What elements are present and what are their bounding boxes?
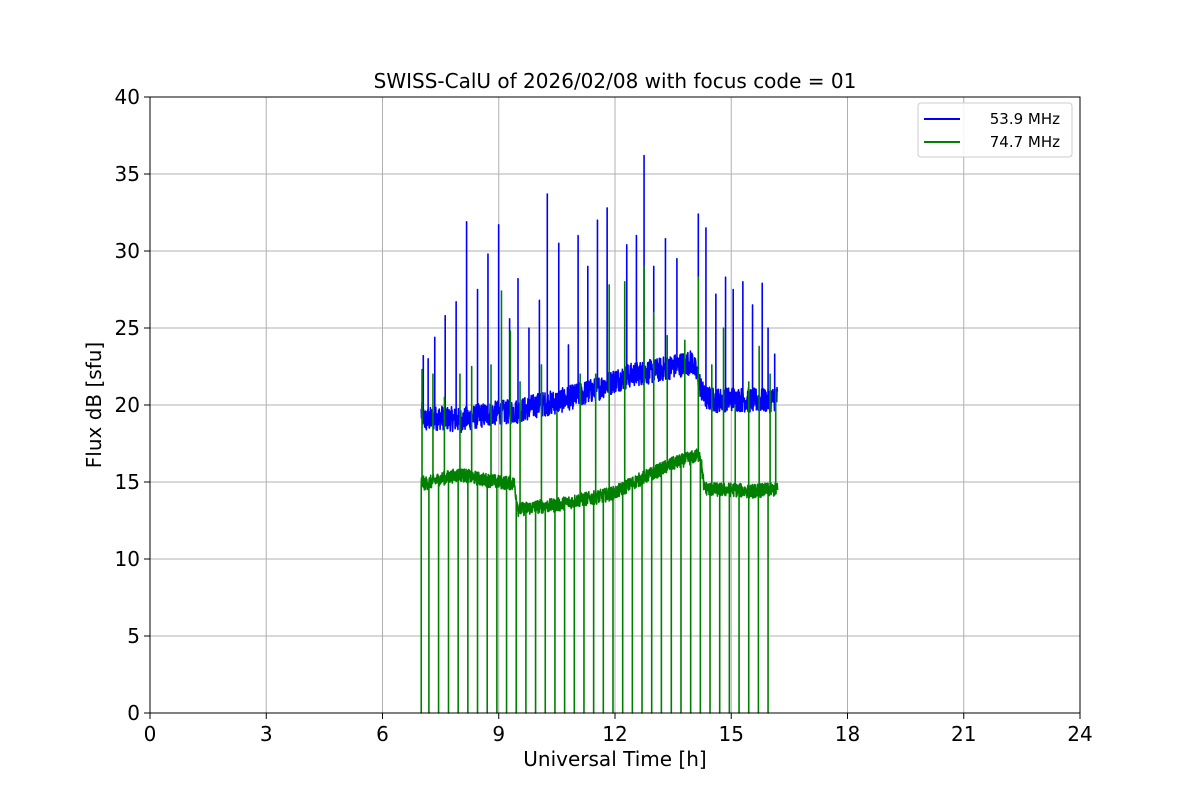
y-tick-label: 35 — [115, 162, 140, 186]
y-tick-label: 20 — [115, 393, 140, 417]
y-tick-label: 10 — [115, 547, 140, 571]
series-line-2 — [420, 265, 779, 714]
x-tick-label: 24 — [1067, 722, 1092, 746]
x-tick-label: 18 — [835, 722, 860, 746]
y-tick-label: 15 — [115, 470, 140, 494]
x-axis: 0 3 6 9 12 15 18 21 24 — [144, 713, 1093, 746]
x-axis-label: Universal Time [h] — [523, 747, 706, 771]
plot-area — [420, 154, 779, 714]
y-tick-label: 40 — [115, 85, 140, 109]
x-tick-label: 3 — [260, 722, 273, 746]
x-tick-label: 9 — [492, 722, 505, 746]
y-tick-label: 30 — [115, 239, 140, 263]
x-tick-label: 15 — [719, 722, 744, 746]
chart-title: SWISS-CalU of 2026/02/08 with focus code… — [374, 69, 857, 93]
x-tick-label: 0 — [144, 722, 157, 746]
series-line-1 — [420, 154, 779, 434]
legend-label-2: 74.7 MHz — [990, 133, 1060, 151]
y-axis-label: Flux dB [sfu] — [82, 342, 106, 468]
y-tick-label: 5 — [127, 624, 140, 648]
x-tick-label: 12 — [602, 722, 627, 746]
x-tick-label: 6 — [376, 722, 389, 746]
y-tick-label: 0 — [127, 701, 140, 725]
y-axis: 0 5 10 15 20 25 30 35 40 — [115, 85, 150, 725]
legend: 53.9 MHz 74.7 MHz — [917, 102, 1073, 158]
legend-frame — [917, 102, 1073, 158]
series-layer — [420, 154, 779, 714]
x-tick-label: 21 — [951, 722, 976, 746]
y-tick-label: 25 — [115, 316, 140, 340]
legend-label-1: 53.9 MHz — [990, 110, 1060, 128]
